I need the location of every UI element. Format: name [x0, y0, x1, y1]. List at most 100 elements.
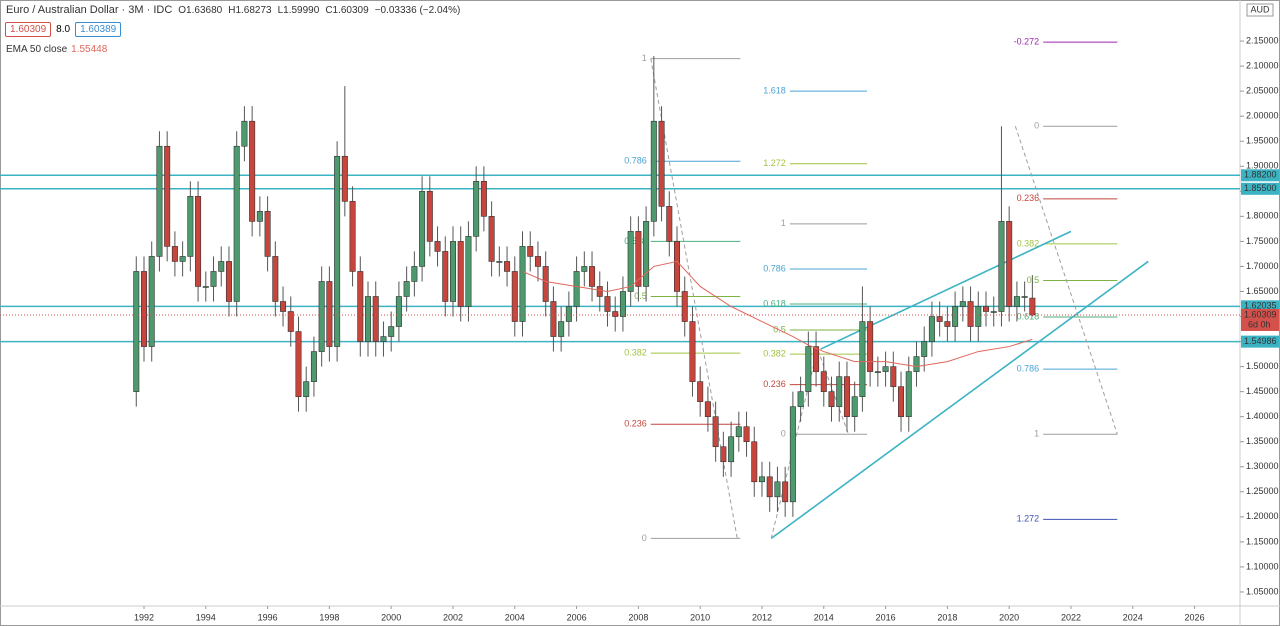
- fib-label: 1.272: [1017, 514, 1040, 524]
- candle-body: [851, 396, 858, 417]
- x-tick-label: 2022: [1061, 612, 1081, 622]
- y-tick-label: 1.95000: [1246, 136, 1279, 146]
- x-tick-label: 2000: [381, 612, 401, 622]
- buy-badge[interactable]: 1.60389: [75, 22, 122, 37]
- fib-label: 0.5: [773, 324, 786, 334]
- candle-body: [465, 236, 472, 307]
- x-tick-label: 1996: [258, 612, 278, 622]
- candle-body: [225, 261, 232, 302]
- trend-line: [820, 230, 1072, 350]
- candle-body: [905, 371, 912, 417]
- candle-body: [395, 296, 402, 327]
- candle-body: [936, 316, 943, 322]
- candle-body: [813, 346, 820, 372]
- ohlc-high: H1.68273: [228, 4, 272, 16]
- candle-body: [341, 155, 348, 202]
- candle-body: [612, 311, 619, 317]
- candle-body: [867, 321, 874, 372]
- x-tick-label: 2006: [567, 612, 587, 622]
- candle-body: [596, 286, 603, 297]
- sell-badge[interactable]: 1.60309: [5, 22, 52, 37]
- spread: 8.0: [56, 24, 71, 35]
- last-price-label: 1.60309: [1244, 309, 1277, 319]
- candle-body: [449, 241, 456, 302]
- candle-body: [210, 271, 217, 287]
- candle-body: [187, 196, 194, 257]
- candle-body: [457, 241, 464, 307]
- y-tick-label: 1.05000: [1246, 586, 1279, 596]
- fib-label: 0.382: [1017, 238, 1040, 248]
- fib-label: 1.618: [763, 86, 786, 96]
- candle-body: [303, 381, 310, 397]
- candle-body: [797, 391, 804, 407]
- fib-label: 0: [781, 429, 786, 439]
- candle-body: [990, 311, 997, 313]
- candle-body: [519, 246, 526, 322]
- y-tick-label: 1.45000: [1246, 386, 1279, 396]
- fib-label: 0.618: [763, 298, 786, 308]
- fib-label: 0.786: [763, 263, 786, 273]
- candle-body: [751, 441, 758, 483]
- candle-body: [511, 271, 518, 322]
- candle-body: [581, 266, 588, 272]
- y-tick-label: 2.15000: [1246, 35, 1279, 45]
- x-tick-label: 2014: [814, 612, 834, 622]
- candle-body: [836, 376, 843, 407]
- badges: 1.60309 8.0 1.60389: [5, 22, 122, 37]
- candle-body: [357, 271, 364, 342]
- ohlc-change: −0.03336 (−2.04%): [374, 4, 461, 16]
- countdown: 6d 0h: [1248, 319, 1271, 329]
- y-tick-label: 1.10000: [1246, 561, 1279, 571]
- candle-body: [140, 271, 147, 347]
- candle-body: [735, 426, 742, 438]
- candle-body: [828, 391, 835, 407]
- candle-body: [983, 306, 990, 312]
- y-tick-label: 1.30000: [1246, 461, 1279, 471]
- ohlc-low: L1.59990: [277, 4, 320, 16]
- x-tick-label: 2018: [937, 612, 957, 622]
- currency: AUD: [1250, 4, 1270, 14]
- x-tick-label: 1994: [196, 612, 216, 622]
- x-tick-label: 2002: [443, 612, 463, 622]
- candle-body: [674, 241, 681, 292]
- candle-body: [171, 246, 178, 262]
- candle-body: [411, 266, 418, 282]
- candle-body: [195, 196, 202, 287]
- last-price-tag: [1241, 308, 1279, 331]
- level-label: 1.85500: [1244, 183, 1277, 193]
- symbol-title: Euro / Australian Dollar · 3M · IDC: [6, 4, 173, 16]
- candle-body: [782, 481, 789, 503]
- header: Euro / Australian Dollar · 3M · IDC O1.6…: [6, 4, 460, 16]
- candle-body: [704, 401, 711, 417]
- y-tick-label: 1.90000: [1246, 161, 1279, 171]
- candle-body: [944, 321, 951, 327]
- candle-body: [898, 386, 905, 417]
- candle-body: [419, 191, 426, 267]
- candle-body: [998, 221, 1005, 312]
- candle-body: [542, 266, 549, 302]
- candle-body: [287, 311, 294, 332]
- candle-body: [264, 211, 271, 257]
- candle-body: [527, 246, 534, 257]
- candle-body: [256, 211, 263, 222]
- candle-body: [843, 376, 850, 417]
- currency-box: [1246, 3, 1274, 17]
- candle-body: [403, 281, 410, 297]
- candle-body: [349, 201, 356, 272]
- fib-label: 0.236: [1017, 193, 1040, 203]
- x-tick-label: 2012: [752, 612, 772, 622]
- candle-body: [442, 251, 449, 302]
- candle-body: [928, 316, 935, 342]
- fib-label: 0.618: [1017, 311, 1040, 321]
- fib-label: 0.786: [624, 156, 647, 166]
- indicator-legend: EMA 50 close 1.55448: [6, 44, 107, 55]
- fib-label: 1: [781, 218, 786, 228]
- candle-body: [681, 291, 688, 322]
- candle-body: [133, 271, 140, 392]
- level-label: 1.54986: [1244, 336, 1277, 346]
- candle-body: [820, 371, 827, 392]
- candle-body: [774, 481, 781, 498]
- fib-label: 0.786: [1017, 363, 1040, 373]
- y-tick-label: 1.40000: [1246, 411, 1279, 421]
